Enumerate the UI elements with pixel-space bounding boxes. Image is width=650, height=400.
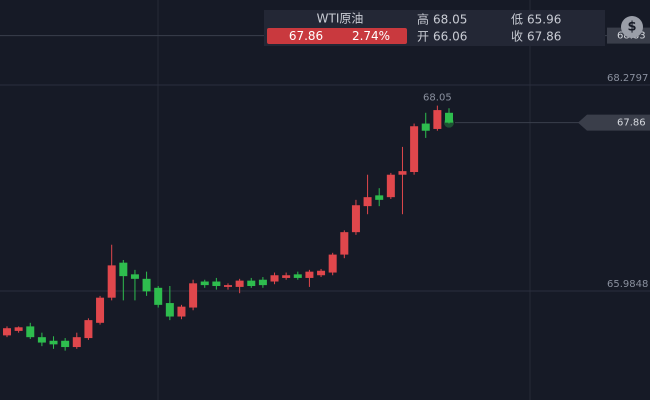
quote-change: 2.74%	[352, 29, 390, 43]
candle-body	[72, 337, 81, 348]
last-price-tag-bg	[578, 114, 650, 131]
candle-body	[224, 285, 232, 287]
candle-body	[119, 262, 128, 277]
candle-body	[305, 271, 314, 278]
candle-body	[37, 337, 46, 343]
candle-body	[282, 275, 291, 278]
candle-body	[363, 197, 372, 207]
close-value: 67.86	[527, 30, 561, 44]
candle-body	[212, 281, 221, 287]
candle-body	[200, 281, 209, 286]
candle-body	[398, 171, 407, 175]
y-tick-label: 65.9848	[607, 279, 648, 290]
open-label: 开	[417, 30, 429, 44]
last-glow	[444, 117, 454, 128]
candle-body	[340, 232, 349, 255]
quote-badge	[267, 28, 407, 44]
quote-name: WTI原油	[317, 12, 364, 26]
candle-body	[328, 254, 337, 273]
candle-body	[258, 279, 267, 286]
low-value: 65.96	[527, 13, 561, 27]
candle-body	[445, 112, 453, 123]
candle-body	[107, 265, 116, 298]
candle-body	[3, 328, 11, 336]
candle-body	[375, 195, 384, 200]
open-value: 66.06	[433, 30, 467, 44]
quote-box: WTI原油 67.86 2.74% 高 68.05 低 65.96 开 66.0…	[264, 10, 605, 46]
low-label: 低	[511, 13, 523, 27]
quote-price: 67.86	[289, 29, 323, 43]
candle-body	[270, 275, 279, 282]
candle-body	[49, 340, 58, 345]
candle-body	[61, 340, 70, 348]
y-tick-label: 68.2797	[607, 73, 648, 84]
candle-body	[386, 174, 395, 198]
candle-body	[14, 327, 23, 331]
candle-body	[96, 297, 105, 323]
high-label: 高	[417, 12, 429, 27]
high-value: 68.05	[433, 13, 467, 27]
candle-body	[410, 126, 419, 173]
candle-body	[177, 306, 186, 317]
high-annotation: 68.05	[423, 93, 452, 104]
candle-body	[235, 280, 244, 287]
candle-body	[421, 123, 430, 131]
candle-body	[142, 278, 151, 292]
candle-body	[351, 205, 360, 233]
candle-body	[293, 274, 302, 278]
candle-body	[84, 320, 93, 339]
candle-body	[165, 303, 174, 317]
candle-body	[130, 274, 139, 279]
last-price-tag: 67.86	[617, 118, 646, 129]
currency-icon	[621, 16, 643, 38]
currency-icon-glyph: $	[627, 20, 636, 35]
candle-body	[247, 280, 256, 287]
candle-body	[154, 287, 163, 305]
candle-body	[317, 270, 326, 276]
candle-body	[189, 283, 198, 308]
candle-body	[433, 110, 442, 129]
candle-body	[26, 326, 35, 338]
close-label: 收	[511, 30, 523, 44]
